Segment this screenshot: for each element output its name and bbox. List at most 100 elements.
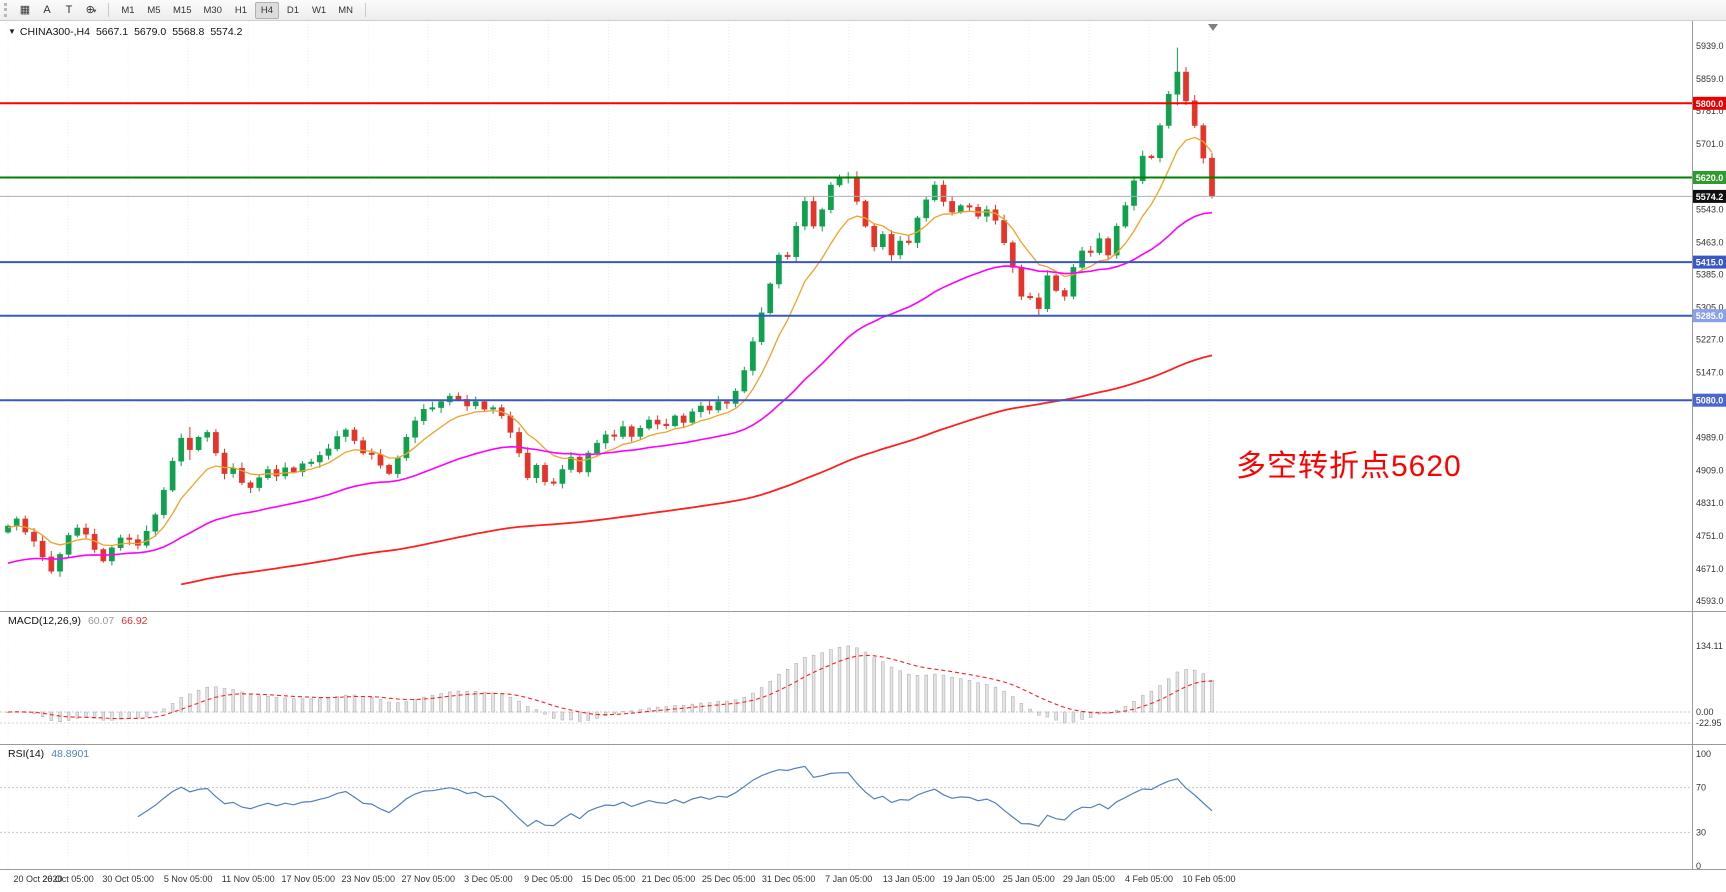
svg-text:5463.0: 5463.0 (1696, 237, 1724, 247)
macd-scale-label: -22.95 (1696, 718, 1722, 728)
chevron-down-icon: ▾ (92, 8, 97, 15)
svg-text:10 Feb 05:00: 10 Feb 05:00 (1182, 874, 1235, 884)
chart-shift-marker[interactable] (1208, 24, 1218, 31)
svg-text:5781.0: 5781.0 (1696, 106, 1724, 116)
macd-header: MACD(12,26,9) 60.07 66.92 (8, 615, 148, 627)
chart-grid-icon[interactable]: ▦ (14, 1, 36, 19)
svg-text:5227.0: 5227.0 (1696, 335, 1724, 345)
moving-average-slow (181, 354, 1213, 586)
drawing-tools-icon[interactable]: ⊕▾ (80, 1, 102, 19)
svg-text:5285.0: 5285.0 (1696, 311, 1724, 321)
rsi-scale-label: 0 (1696, 861, 1701, 871)
timeframe-h4[interactable]: H4 (254, 1, 279, 19)
timeframe-mn[interactable]: MN (333, 2, 358, 19)
macd-title: MACD(12,26,9) (8, 615, 81, 627)
moving-average-mid (7, 211, 1213, 564)
svg-text:4 Feb 05:00: 4 Feb 05:00 (1125, 874, 1173, 884)
svg-text:5147.0: 5147.0 (1696, 368, 1724, 378)
timeframe-m1[interactable]: M1 (116, 2, 140, 19)
svg-text:4831.0: 4831.0 (1696, 498, 1724, 508)
svg-text:23 Nov 05:00: 23 Nov 05:00 (342, 874, 396, 884)
timeframe-w1[interactable]: W1 (307, 2, 331, 19)
candles (5, 47, 1215, 577)
macd-signal-value: 66.92 (121, 615, 148, 627)
symbol-dropdown-icon[interactable]: ▼ (8, 27, 16, 36)
rsi-header: RSI(14) 48.8901 (8, 748, 89, 760)
svg-text:11 Nov 05:00: 11 Nov 05:00 (222, 874, 275, 884)
timeframe-d1[interactable]: D1 (281, 2, 305, 19)
svg-text:27 Nov 05:00: 27 Nov 05:00 (402, 874, 456, 884)
svg-text:5080.0: 5080.0 (1696, 396, 1724, 406)
time-axis[interactable] (0, 870, 1726, 892)
svg-text:5859.0: 5859.0 (1696, 74, 1724, 84)
low-value: 5568.8 (172, 26, 205, 38)
price-axis-ticks: 5939.0 5859.0 5781.0 5701.0 5543.0 5463.0 5385… (1696, 41, 1724, 606)
svg-text:19 Jan 05:00: 19 Jan 05:00 (943, 874, 995, 884)
text-tool-icon[interactable]: T (58, 1, 80, 19)
price-label-5080.0 (1693, 393, 1726, 407)
chart-window: 5939.0 5859.0 5781.0 5701.0 5543.0 5463.0 5385… (0, 21, 1726, 892)
tool-group: ▦ A T ⊕▾ (14, 1, 102, 19)
toolbar-grip[interactable] (4, 3, 10, 17)
svg-text:13 Jan 05:00: 13 Jan 05:00 (883, 874, 935, 884)
macd-scale-label: 134.11 (1696, 641, 1723, 651)
macd-scale-label: 0.00 (1696, 707, 1714, 717)
toolbar-separator (365, 3, 366, 17)
svg-text:5939.0: 5939.0 (1696, 41, 1724, 51)
svg-text:25 Dec 05:00: 25 Dec 05:00 (702, 874, 756, 884)
price-label-5285.0 (1693, 309, 1726, 323)
price-axis[interactable] (1693, 21, 1726, 869)
rsi-line (137, 765, 1213, 828)
timeframe-m15[interactable]: M15 (168, 2, 196, 19)
chart-ohlc-header: ▼ CHINA300-,H4 5667.1 5679.0 5568.8 5574.2 (8, 26, 242, 38)
rsi-scale-label: 30 (1696, 827, 1706, 837)
svg-text:21 Dec 05:00: 21 Dec 05:00 (642, 874, 696, 884)
symbol-label: CHINA300-,H4 (19, 26, 90, 38)
svg-text:5574.2: 5574.2 (1696, 192, 1724, 202)
high-value: 5679.0 (134, 26, 167, 38)
svg-text:4751.0: 4751.0 (1696, 531, 1724, 541)
svg-text:26 Oct 05:00: 26 Oct 05:00 (42, 874, 94, 884)
svg-text:9 Dec 05:00: 9 Dec 05:00 (524, 874, 573, 884)
svg-text:4671.0: 4671.0 (1696, 564, 1724, 574)
svg-text:4989.0: 4989.0 (1696, 433, 1724, 443)
price-label-5415.0 (1693, 255, 1726, 269)
timeframe-m30[interactable]: M30 (198, 2, 226, 19)
svg-text:20 Oct 2020: 20 Oct 2020 (13, 874, 62, 884)
svg-text:15 Dec 05:00: 15 Dec 05:00 (582, 874, 636, 884)
price-label-5800.0 (1693, 96, 1726, 110)
close-value: 5574.2 (210, 26, 243, 38)
timeframe-group: M1 M5 M15 M30 H1 H4 D1 W1 MN (115, 1, 359, 19)
toolbar-separator (108, 3, 109, 17)
svg-text:5385.0: 5385.0 (1696, 269, 1724, 279)
rsi-scale-label: 100 (1696, 749, 1711, 759)
svg-text:25 Jan 05:00: 25 Jan 05:00 (1003, 874, 1055, 884)
open-value: 5667.1 (95, 26, 129, 38)
chart-canvas[interactable]: 5939.0 5859.0 5781.0 5701.0 5543.0 5463.0 5385… (0, 21, 1726, 892)
svg-text:5701.0: 5701.0 (1696, 139, 1724, 149)
svg-text:5415.0: 5415.0 (1696, 258, 1724, 268)
svg-text:5620.0: 5620.0 (1696, 173, 1724, 183)
svg-text:7 Jan 05:00: 7 Jan 05:00 (825, 874, 872, 884)
svg-text:5 Nov 05:00: 5 Nov 05:00 (164, 874, 213, 884)
moving-average-fast (7, 136, 1213, 547)
price-label-5620.0 (1693, 171, 1726, 184)
svg-text:17 Nov 05:00: 17 Nov 05:00 (282, 874, 336, 884)
toolbar: ▦ A T ⊕▾ M1 M5 M15 M30 H1 H4 D1 W1 MN (0, 0, 1726, 21)
svg-text:5305.0: 5305.0 (1696, 302, 1724, 312)
svg-text:3 Dec 05:00: 3 Dec 05:00 (464, 874, 513, 884)
macd-signal-line (7, 654, 1213, 720)
cursor-a-tool-icon[interactable]: A (36, 1, 58, 19)
rsi-title: RSI(14) (8, 748, 45, 760)
timeframe-m5[interactable]: M5 (142, 2, 166, 19)
timeframe-h1[interactable]: H1 (229, 2, 253, 19)
svg-text:5800.0: 5800.0 (1696, 99, 1724, 109)
rsi-value: 48.8901 (51, 748, 90, 760)
grid-lines (7, 21, 1210, 869)
svg-text:4593.0: 4593.0 (1696, 596, 1724, 606)
svg-text:4909.0: 4909.0 (1696, 466, 1724, 476)
chart-text-annotation[interactable]: 多空转折点5620 (1236, 450, 1462, 483)
rsi-scale-label: 70 (1696, 783, 1706, 793)
svg-text:30 Oct 05:00: 30 Oct 05:00 (102, 874, 154, 884)
